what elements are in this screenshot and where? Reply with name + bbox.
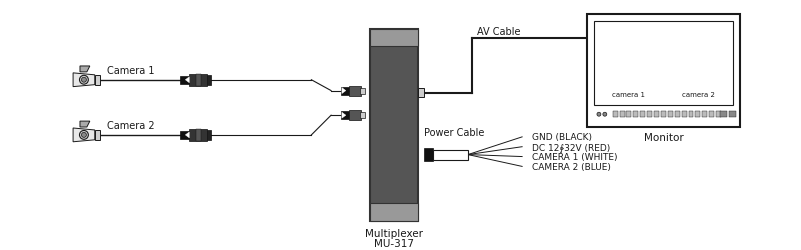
Text: Monitor: Monitor <box>643 132 683 142</box>
Bar <box>613 112 618 118</box>
Bar <box>594 22 733 106</box>
Bar <box>196 74 201 86</box>
Bar <box>207 76 211 85</box>
Polygon shape <box>185 132 189 138</box>
Text: AV Cable: AV Cable <box>477 27 521 37</box>
Text: camera 2: camera 2 <box>682 91 715 97</box>
Bar <box>433 150 468 160</box>
Text: DC 12∲32V (RED): DC 12∲32V (RED) <box>532 143 610 152</box>
Bar <box>424 148 433 162</box>
Bar <box>716 112 721 118</box>
Bar <box>702 112 707 118</box>
Bar <box>360 113 364 119</box>
Circle shape <box>79 76 88 85</box>
Circle shape <box>82 133 87 138</box>
Bar <box>180 132 189 139</box>
Text: CAMERA 1 (WHITE): CAMERA 1 (WHITE) <box>532 152 618 162</box>
Bar <box>661 112 666 118</box>
Bar <box>689 112 694 118</box>
Bar <box>348 86 360 96</box>
Bar <box>207 130 211 140</box>
Text: CAMERA 2 (BLUE): CAMERA 2 (BLUE) <box>532 162 611 171</box>
Polygon shape <box>342 113 346 119</box>
Polygon shape <box>342 88 346 94</box>
Bar <box>189 74 207 86</box>
Bar <box>620 112 625 118</box>
Polygon shape <box>80 122 90 128</box>
Text: GND (BLACK): GND (BLACK) <box>532 133 592 142</box>
Text: Camera 2: Camera 2 <box>107 120 154 130</box>
Circle shape <box>82 78 87 83</box>
Text: camera 1: camera 1 <box>612 91 645 97</box>
Bar <box>371 30 418 47</box>
Text: MU-317: MU-317 <box>374 238 414 248</box>
Bar <box>720 112 727 118</box>
Text: Power Cable: Power Cable <box>424 127 484 137</box>
Polygon shape <box>73 74 95 87</box>
Bar <box>341 112 348 120</box>
Bar <box>95 130 99 140</box>
Bar <box>647 112 652 118</box>
Bar <box>682 112 686 118</box>
Bar <box>348 111 360 121</box>
Bar <box>196 130 201 141</box>
Bar <box>640 112 645 118</box>
Bar <box>180 76 189 84</box>
Bar <box>729 112 736 118</box>
Bar <box>189 130 207 141</box>
Bar <box>654 112 659 118</box>
Polygon shape <box>80 67 90 72</box>
Bar <box>418 88 424 98</box>
Bar <box>626 112 631 118</box>
Bar <box>674 112 680 118</box>
Bar <box>634 112 638 118</box>
Polygon shape <box>73 128 95 142</box>
Bar <box>95 76 99 85</box>
Bar <box>587 15 740 128</box>
Text: Multiplexer: Multiplexer <box>365 228 423 238</box>
Circle shape <box>597 113 601 117</box>
Bar <box>341 87 348 95</box>
Circle shape <box>603 113 607 117</box>
Bar <box>371 30 418 221</box>
Bar <box>360 88 364 94</box>
Bar <box>709 112 714 118</box>
Polygon shape <box>185 78 189 83</box>
Bar <box>668 112 673 118</box>
Bar <box>371 203 418 221</box>
Bar <box>695 112 700 118</box>
Text: Camera 1: Camera 1 <box>107 66 154 76</box>
Circle shape <box>79 131 88 140</box>
